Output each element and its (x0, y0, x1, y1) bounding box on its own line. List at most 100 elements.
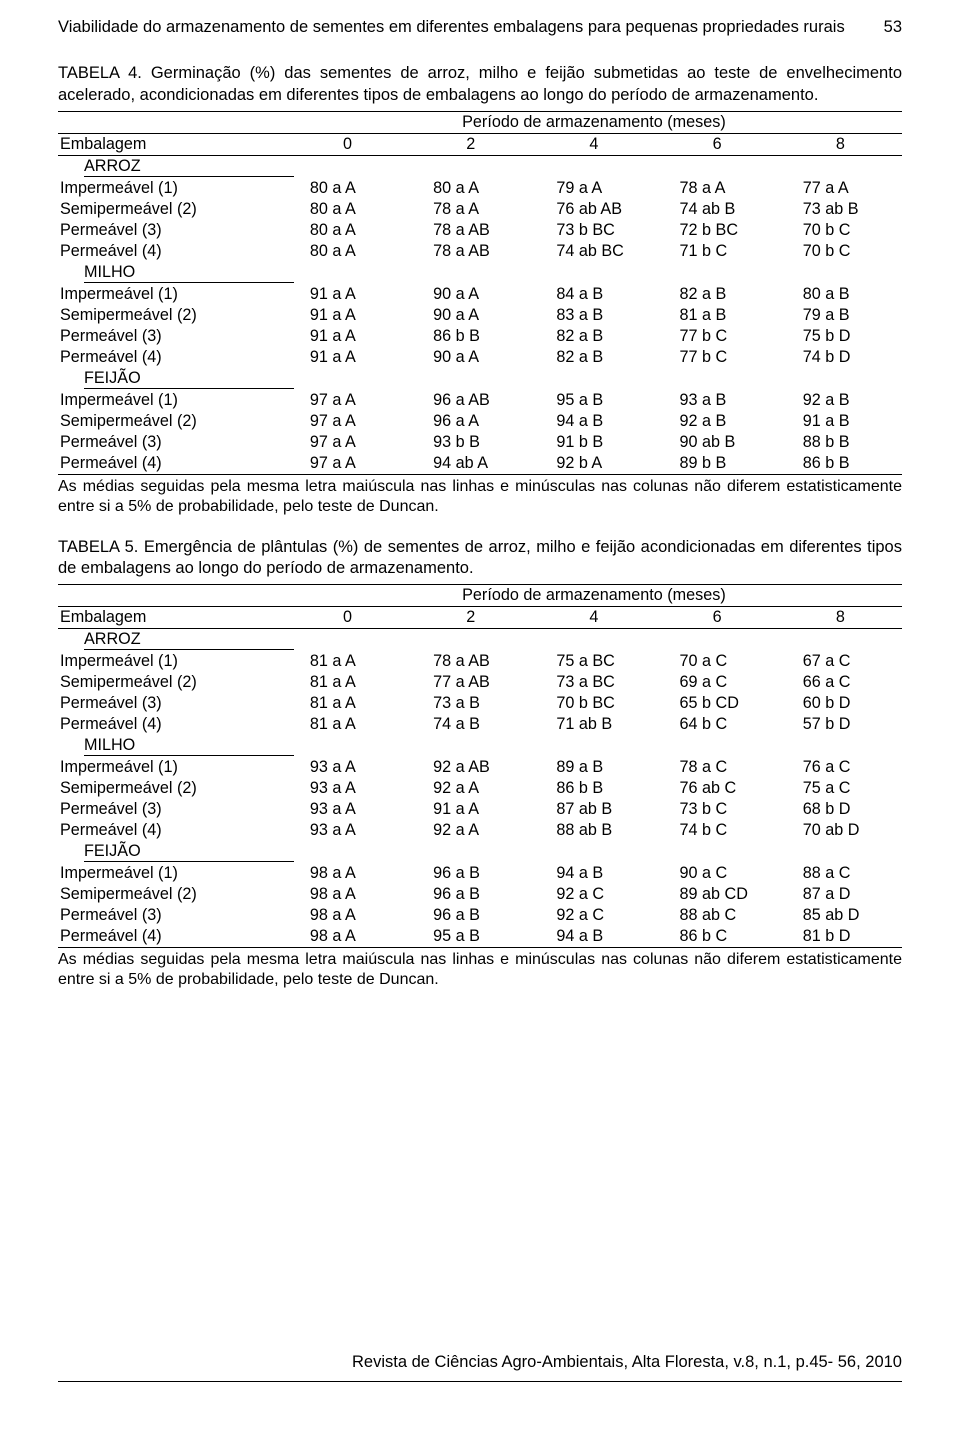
section-name: MILHO (84, 736, 294, 756)
cell-value: 85 ab D (779, 905, 902, 926)
cell-value: 81 b D (779, 926, 902, 948)
cell-value: 94 a B (532, 411, 655, 432)
cell-value: 70 b C (779, 220, 902, 241)
row-label: Permeável (3) (58, 799, 286, 820)
table-row: Permeável (4)93 a A92 a A88 ab B74 b C70… (58, 820, 902, 841)
cell-value: 78 a C (656, 757, 779, 778)
cell-value: 86 b B (409, 326, 532, 347)
cell-value: 69 a C (656, 672, 779, 693)
cell-value: 95 a B (409, 926, 532, 948)
cell-value: 76 a C (779, 757, 902, 778)
cell-value: 82 a B (656, 284, 779, 305)
row-label: Permeável (4) (58, 347, 286, 368)
cell-value: 98 a A (286, 884, 409, 905)
cell-value: 91 a A (286, 284, 409, 305)
row-label: Impermeável (1) (58, 284, 286, 305)
row-label: Semipermeável (2) (58, 778, 286, 799)
page-number: 53 (884, 18, 902, 37)
table-row: Permeável (3)91 a A86 b B82 a B77 b C75 … (58, 326, 902, 347)
section-row: ARROZ (58, 629, 902, 652)
row-label: Impermeável (1) (58, 178, 286, 199)
table5-footnote: As médias seguidas pela mesma letra maiú… (58, 950, 902, 990)
cell-value: 93 b B (409, 432, 532, 453)
cell-value: 81 a A (286, 672, 409, 693)
row-label: Semipermeável (2) (58, 411, 286, 432)
cell-value: 90 a A (409, 305, 532, 326)
table5-col1: 0 (286, 607, 409, 629)
section-row: MILHO (58, 735, 902, 757)
cell-value: 88 a C (779, 863, 902, 884)
row-label: Permeável (3) (58, 693, 286, 714)
cell-value: 77 b C (656, 326, 779, 347)
cell-value: 90 ab B (656, 432, 779, 453)
cell-value: 89 ab CD (656, 884, 779, 905)
cell-value: 88 ab B (532, 820, 655, 841)
section-row: ARROZ (58, 155, 902, 178)
cell-value: 91 b B (532, 432, 655, 453)
cell-value: 92 a B (779, 390, 902, 411)
table-row: Impermeável (1)80 a A80 a A79 a A78 a A7… (58, 178, 902, 199)
table-row: Semipermeável (2)81 a A77 a AB73 a BC69 … (58, 672, 902, 693)
table-row: Impermeável (1)97 a A96 a AB95 a B93 a B… (58, 390, 902, 411)
cell-value: 97 a A (286, 453, 409, 475)
cell-value: 74 b C (656, 820, 779, 841)
cell-value: 82 a B (532, 347, 655, 368)
cell-value: 80 a A (409, 178, 532, 199)
cell-value: 78 a AB (409, 220, 532, 241)
cell-value: 94 a B (532, 926, 655, 948)
table4-col2: 2 (409, 133, 532, 155)
cell-value: 97 a A (286, 411, 409, 432)
table-row: Impermeável (1)98 a A96 a B94 a B90 a C8… (58, 863, 902, 884)
cell-value: 81 a A (286, 651, 409, 672)
cell-value: 90 a A (409, 284, 532, 305)
row-label: Permeável (4) (58, 926, 286, 948)
row-label: Permeável (4) (58, 714, 286, 735)
table-row: Permeável (3)93 a A91 a A87 ab B73 b C68… (58, 799, 902, 820)
table4-caption-text: Germinação (%) das sementes de arroz, mi… (58, 64, 902, 104)
cell-value: 86 b C (656, 926, 779, 948)
cell-value: 97 a A (286, 432, 409, 453)
cell-value: 83 a B (532, 305, 655, 326)
cell-value: 92 a C (532, 884, 655, 905)
cell-value: 92 a AB (409, 757, 532, 778)
table5-col2: 2 (409, 607, 532, 629)
cell-value: 97 a A (286, 390, 409, 411)
cell-value: 91 a B (779, 411, 902, 432)
table-row: Semipermeável (2)97 a A96 a A94 a B92 a … (58, 411, 902, 432)
row-label: Permeável (4) (58, 820, 286, 841)
table4-col5: 8 (779, 133, 902, 155)
cell-value: 74 a B (409, 714, 532, 735)
footer-rule (58, 1381, 902, 1382)
table5-caption-text: Emergência de plântulas (%) de sementes … (58, 538, 902, 578)
cell-value: 73 a B (409, 693, 532, 714)
cell-value: 60 b D (779, 693, 902, 714)
row-label: Impermeável (1) (58, 390, 286, 411)
cell-value: 93 a A (286, 757, 409, 778)
cell-value: 91 a A (286, 347, 409, 368)
cell-value: 92 a B (656, 411, 779, 432)
cell-value: 96 a B (409, 863, 532, 884)
cell-value: 87 ab B (532, 799, 655, 820)
section-row: FEIJÃO (58, 368, 902, 390)
table-row: Impermeável (1)93 a A92 a AB89 a B78 a C… (58, 757, 902, 778)
cell-value: 73 a BC (532, 672, 655, 693)
cell-value: 72 b BC (656, 220, 779, 241)
table-row: Permeável (4)98 a A95 a B94 a B86 b C81 … (58, 926, 902, 948)
cell-value: 75 a C (779, 778, 902, 799)
cell-value: 86 b B (532, 778, 655, 799)
table5-col0: Embalagem (58, 607, 286, 629)
cell-value: 65 b CD (656, 693, 779, 714)
cell-value: 98 a A (286, 926, 409, 948)
cell-value: 87 a D (779, 884, 902, 905)
cell-value: 80 a A (286, 220, 409, 241)
cell-value: 75 a BC (532, 651, 655, 672)
row-label: Impermeável (1) (58, 863, 286, 884)
cell-value: 88 b B (779, 432, 902, 453)
table4-caption: TABELA 4. Germinação (%) das sementes de… (58, 63, 902, 107)
section-row: FEIJÃO (58, 841, 902, 863)
table5-col4: 6 (656, 607, 779, 629)
table-row: Semipermeável (2)98 a A96 a B92 a C89 ab… (58, 884, 902, 905)
row-label: Impermeável (1) (58, 757, 286, 778)
cell-value: 74 ab BC (532, 241, 655, 262)
table-row: Permeável (3)98 a A96 a B92 a C88 ab C85… (58, 905, 902, 926)
